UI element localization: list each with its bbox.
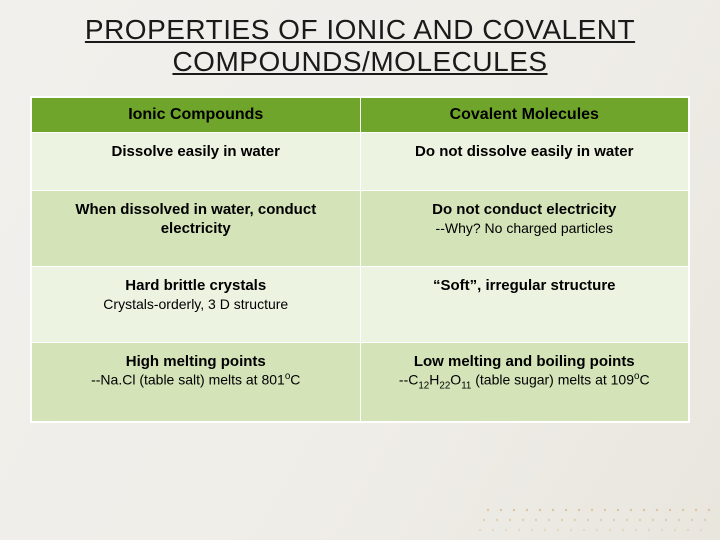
cell-lead: Do not conduct electricity	[375, 201, 675, 220]
table-header-row: Ionic Compounds Covalent Molecules	[32, 98, 689, 133]
table-row: When dissolved in water, conduct electri…	[32, 190, 689, 267]
table-cell-covalent: Do not dissolve easily in water	[360, 133, 689, 191]
cell-sub: --C12H22O11 (table sugar) melts at 109oC	[375, 371, 675, 393]
table-cell-ionic: Dissolve easily in water	[32, 133, 361, 191]
table-row: High melting points--Na.Cl (table salt) …	[32, 342, 689, 421]
cell-lead: High melting points	[46, 353, 346, 372]
cell-lead: Do not dissolve easily in water	[375, 143, 675, 162]
table-cell-ionic: When dissolved in water, conduct electri…	[32, 190, 361, 267]
table-row: Hard brittle crystalsCrystals-orderly, 3…	[32, 267, 689, 342]
col-header-ionic: Ionic Compounds	[32, 98, 361, 133]
decorative-dots	[460, 480, 720, 540]
col-header-covalent: Covalent Molecules	[360, 98, 689, 133]
table-cell-ionic: Hard brittle crystalsCrystals-orderly, 3…	[32, 267, 361, 342]
table-body: Dissolve easily in water Do not dissolve …	[32, 133, 689, 422]
cell-sub: --Why? No charged particles	[375, 220, 675, 238]
table-cell-ionic: High melting points--Na.Cl (table salt) …	[32, 342, 361, 421]
cell-lead: Low melting and boiling points	[375, 353, 675, 372]
comparison-table-wrap: Ionic Compounds Covalent Molecules Disso…	[30, 96, 690, 423]
comparison-table: Ionic Compounds Covalent Molecules Disso…	[31, 97, 689, 422]
table-cell-covalent: Do not conduct electricity--Why? No char…	[360, 190, 689, 267]
table-cell-covalent: Low melting and boiling points--C12H22O1…	[360, 342, 689, 421]
table-row: Dissolve easily in water Do not dissolve …	[32, 133, 689, 191]
page-title: PROPERTIES OF IONIC AND COVALENT COMPOUN…	[0, 0, 720, 86]
cell-lead: “Soft”, irregular structure	[375, 277, 675, 296]
cell-sub: Crystals-orderly, 3 D structure	[46, 296, 346, 314]
table-cell-covalent: “Soft”, irregular structure	[360, 267, 689, 342]
cell-lead: When dissolved in water, conduct electri…	[46, 201, 346, 239]
cell-sub: --Na.Cl (table salt) melts at 801oC	[46, 371, 346, 389]
cell-lead: Dissolve easily in water	[46, 143, 346, 162]
cell-lead: Hard brittle crystals	[46, 277, 346, 296]
